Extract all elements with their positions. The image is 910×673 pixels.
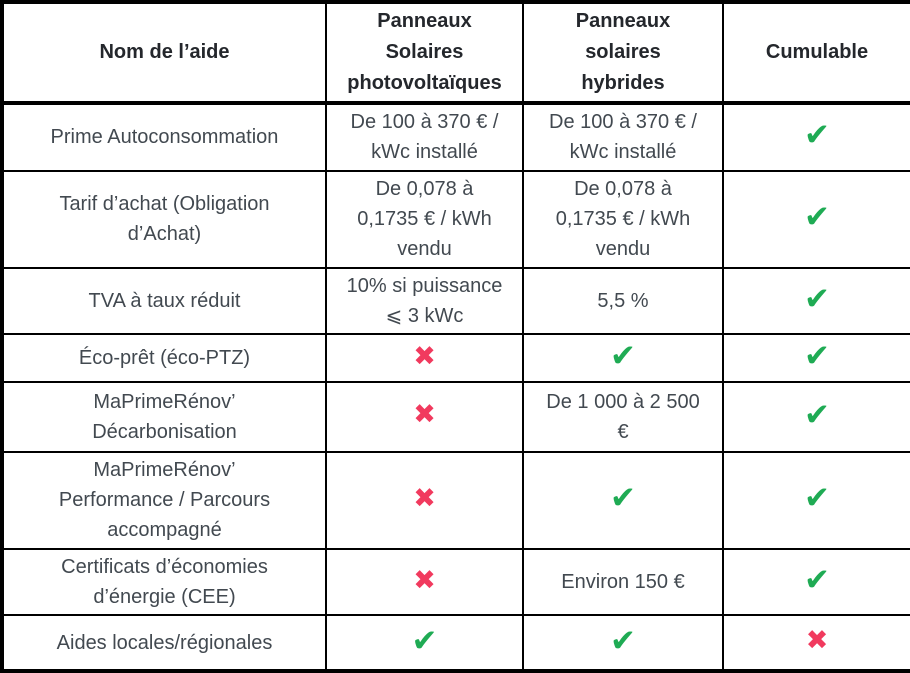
aid-name: TVA à taux réduit bbox=[88, 290, 241, 313]
cumulable-cell: ✔ bbox=[722, 169, 910, 269]
hybrid-mark: ✔ bbox=[610, 480, 636, 517]
cumulable-mark: ✔ bbox=[804, 396, 830, 433]
photovoltaic-value-cell: De 0,078 à 0,1735 € / kWh vendu bbox=[325, 169, 524, 269]
table-row: Prime Autoconsommation De 100 à 370 € / … bbox=[1, 102, 910, 172]
hybrid-mark: ✔ bbox=[610, 622, 636, 659]
hybrid-value-cell: De 1 000 à 2 500 € bbox=[522, 380, 724, 453]
cumulable-mark: ✔ bbox=[804, 562, 830, 599]
col-header-photovoltaic-label: Panneaux Solaires photovoltaïques bbox=[347, 10, 502, 94]
aid-name-cell: Certificats d’économies d’énergie (CEE) bbox=[1, 547, 327, 617]
cumulable-cell: ✔ bbox=[722, 380, 910, 453]
table-row: Tarif d’achat (Obligation d’Achat) De 0,… bbox=[1, 169, 910, 269]
cumulable-mark: ✖ bbox=[805, 625, 829, 657]
col-header-photovoltaic: Panneaux Solaires photovoltaïques bbox=[325, 1, 524, 105]
photovoltaic-value: De 100 à 370 € / kWc installé bbox=[350, 111, 499, 164]
aid-name-cell: Prime Autoconsommation bbox=[1, 102, 327, 172]
aid-name-cell: TVA à taux réduit bbox=[1, 266, 327, 336]
photovoltaic-mark: ✖ bbox=[413, 564, 436, 596]
hybrid-value: De 0,078 à 0,1735 € / kWh vendu bbox=[555, 178, 691, 261]
header-row: Nom de l’aide Panneaux Solaires photovol… bbox=[1, 1, 910, 105]
col-header-cumulable: Cumulable bbox=[722, 1, 910, 105]
table-row: Éco-prêt (éco-PTZ) ✖ ✔ ✔ bbox=[1, 333, 910, 383]
photovoltaic-mark: ✖ bbox=[413, 399, 436, 431]
aid-name-cell: Éco-prêt (éco-PTZ) bbox=[1, 333, 327, 383]
photovoltaic-value-cell: ✖ bbox=[325, 450, 524, 550]
table-header: Nom de l’aide Panneaux Solaires photovol… bbox=[1, 1, 910, 105]
aid-name-cell: MaPrimeRénov’ Performance / Parcours acc… bbox=[1, 450, 327, 550]
hybrid-value: De 100 à 370 € / kWc installé bbox=[549, 111, 697, 164]
hybrid-value-cell: De 0,078 à 0,1735 € / kWh vendu bbox=[522, 169, 724, 269]
cumulable-cell: ✖ bbox=[722, 614, 910, 672]
cumulable-mark: ✔ bbox=[804, 480, 830, 517]
cumulable-mark: ✔ bbox=[804, 338, 830, 375]
photovoltaic-mark: ✖ bbox=[413, 340, 436, 372]
aid-name: Certificats d’économies d’énergie (CEE) bbox=[61, 556, 268, 609]
table-row: MaPrimeRénov’ Décarbonisation ✖ De 1 000… bbox=[1, 380, 910, 453]
cumulable-mark: ✔ bbox=[804, 281, 830, 318]
table-body: Prime Autoconsommation De 100 à 370 € / … bbox=[1, 102, 910, 672]
col-header-aid-name-label: Nom de l’aide bbox=[99, 41, 230, 63]
table-row: Aides locales/régionales ✔ ✔ ✖ bbox=[1, 614, 910, 672]
photovoltaic-value-cell: ✔ bbox=[325, 614, 524, 672]
hybrid-value-cell: ✔ bbox=[522, 450, 724, 550]
photovoltaic-value: 10% si puissance ⩽ 3 kWc bbox=[346, 275, 503, 328]
aid-name: Prime Autoconsommation bbox=[50, 126, 279, 149]
col-header-aid-name: Nom de l’aide bbox=[1, 1, 327, 105]
photovoltaic-mark: ✔ bbox=[411, 622, 438, 659]
aid-name-cell: Aides locales/régionales bbox=[1, 614, 327, 672]
hybrid-value-cell: Environ 150 € bbox=[522, 547, 724, 617]
aid-name: Éco-prêt (éco-PTZ) bbox=[78, 347, 251, 370]
hybrid-value: Environ 150 € bbox=[561, 571, 685, 594]
cumulable-cell: ✔ bbox=[722, 266, 910, 336]
cumulable-cell: ✔ bbox=[722, 547, 910, 617]
photovoltaic-value: De 0,078 à 0,1735 € / kWh vendu bbox=[357, 178, 492, 261]
cumulable-mark: ✔ bbox=[804, 199, 830, 236]
table-row: MaPrimeRénov’ Performance / Parcours acc… bbox=[1, 450, 910, 550]
col-header-hybrid: Panneaux solaires hybrides bbox=[522, 1, 724, 105]
photovoltaic-value-cell: 10% si puissance ⩽ 3 kWc bbox=[325, 266, 524, 336]
cumulable-cell: ✔ bbox=[722, 450, 910, 550]
photovoltaic-value-cell: ✖ bbox=[325, 333, 524, 383]
table-row: Certificats d’économies d’énergie (CEE) … bbox=[1, 547, 910, 617]
cumulable-cell: ✔ bbox=[722, 333, 910, 383]
photovoltaic-value-cell: ✖ bbox=[325, 547, 524, 617]
photovoltaic-value-cell: ✖ bbox=[325, 380, 524, 453]
col-header-cumulable-label: Cumulable bbox=[765, 41, 869, 63]
hybrid-value: 5,5 % bbox=[597, 290, 649, 313]
hybrid-mark: ✔ bbox=[610, 338, 636, 375]
aid-name: MaPrimeRénov’ Décarbonisation bbox=[92, 390, 237, 443]
table-row: TVA à taux réduit 10% si puissance ⩽ 3 k… bbox=[1, 266, 910, 336]
photovoltaic-value-cell: De 100 à 370 € / kWc installé bbox=[325, 102, 524, 172]
aid-name-cell: Tarif d’achat (Obligation d’Achat) bbox=[1, 169, 327, 269]
aid-name-cell: MaPrimeRénov’ Décarbonisation bbox=[1, 380, 327, 453]
cumulable-mark: ✔ bbox=[804, 117, 830, 154]
hybrid-value-cell: De 100 à 370 € / kWc installé bbox=[522, 102, 724, 172]
aid-name: Aides locales/régionales bbox=[56, 631, 273, 654]
hybrid-value-cell: ✔ bbox=[522, 614, 724, 672]
hybrid-value: De 1 000 à 2 500 € bbox=[546, 390, 700, 443]
col-header-hybrid-label: Panneaux solaires hybrides bbox=[575, 10, 671, 94]
hybrid-value-cell: ✔ bbox=[522, 333, 724, 383]
aid-name: Tarif d’achat (Obligation d’Achat) bbox=[59, 193, 270, 246]
hybrid-value-cell: 5,5 % bbox=[522, 266, 724, 336]
photovoltaic-mark: ✖ bbox=[413, 482, 436, 514]
cumulable-cell: ✔ bbox=[722, 102, 910, 172]
aid-name: MaPrimeRénov’ Performance / Parcours acc… bbox=[58, 459, 271, 542]
